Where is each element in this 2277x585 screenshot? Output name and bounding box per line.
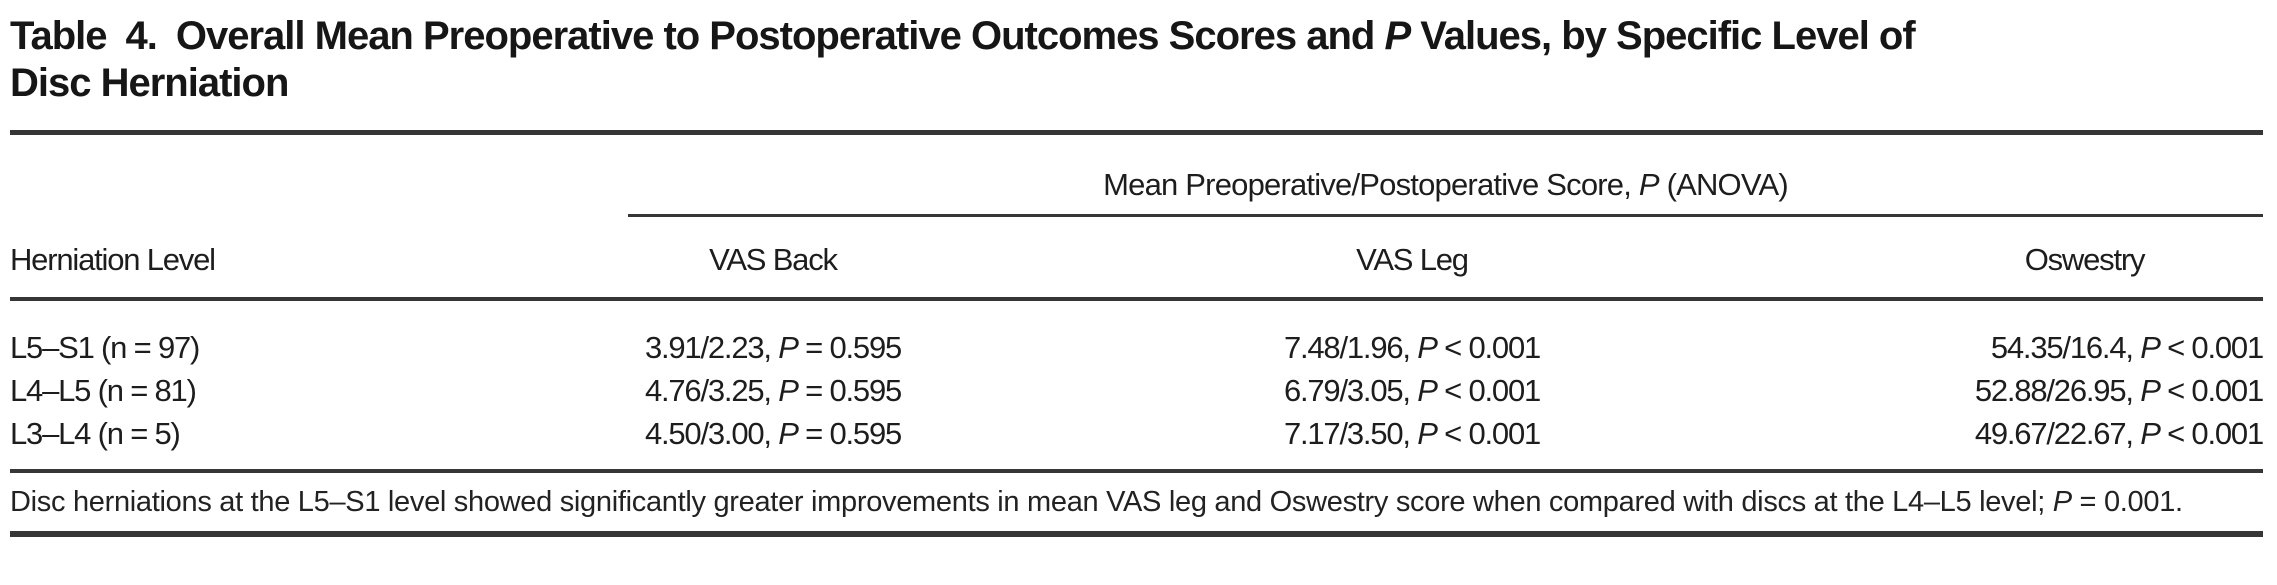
cell-oswestry: 49.67/22.67, P < 0.001: [1974, 416, 2264, 451]
spanner-rule: [628, 214, 2263, 217]
cell-vas-leg: 7.48/1.96, P < 0.001: [1283, 330, 1541, 365]
column-header-row: Herniation Level VAS Back VAS Leg Oswest…: [10, 217, 2263, 297]
cell-herniation-level: L4–L5 (n = 81): [10, 373, 197, 408]
cell-oswestry: 52.88/26.95, P < 0.001: [1974, 373, 2264, 408]
cell-herniation-level: L5–S1 (n = 97): [10, 330, 200, 365]
table-top-rule: [10, 130, 2263, 135]
cell-vas-back: 4.50/3.00, P = 0.595: [644, 416, 902, 451]
header-bottom-rule: [10, 297, 2263, 301]
spanner-header-row: Mean Preoperative/Postoperative Score, P…: [10, 135, 2263, 217]
col-header-oswestry: Oswestry: [2024, 242, 2146, 277]
cell-vas-leg: 7.17/3.50, P < 0.001: [1283, 416, 1541, 451]
table-footnote: Disc herniations at the L5–S1 level show…: [10, 486, 2183, 518]
table-row-l3-l4: L3–L4 (n = 5) 4.50/3.00, P = 0.595 7.17/…: [10, 412, 2264, 455]
cell-vas-leg: 6.79/3.05, P < 0.001: [1283, 373, 1541, 408]
cell-herniation-level: L3–L4 (n = 5): [10, 416, 181, 451]
cell-vas-back: 4.76/3.25, P = 0.595: [644, 373, 902, 408]
col-header-vas-back: VAS Back: [709, 242, 838, 277]
table-title-line2: Disc Herniation: [10, 61, 289, 105]
footnote-top-rule: [10, 469, 2263, 473]
col-header-herniation-level: Herniation Level: [10, 242, 216, 277]
table-bottom-rule: [10, 531, 2263, 537]
cell-oswestry: 54.35/16.4, P < 0.001: [1990, 330, 2264, 365]
table-title-line1: Table 4. Overall Mean Preoperative to Po…: [10, 14, 1916, 58]
table-title: Table 4. Overall Mean Preoperative to Po…: [10, 13, 2263, 107]
table-row-l5-s1: L5–S1 (n = 97) 3.91/2.23, P = 0.595 7.48…: [10, 326, 2264, 369]
spanner-header-label: Mean Preoperative/Postoperative Score, P…: [1103, 167, 1789, 202]
table-body: L5–S1 (n = 97) 3.91/2.23, P = 0.595 7.48…: [10, 301, 2264, 469]
cell-vas-back: 3.91/2.23, P = 0.595: [644, 330, 902, 365]
table-row-l4-l5: L4–L5 (n = 81) 4.76/3.25, P = 0.595 6.79…: [10, 369, 2264, 412]
spanner-header-cell: Mean Preoperative/Postoperative Score, P…: [628, 135, 2263, 214]
col-header-vas-leg: VAS Leg: [1356, 242, 1469, 277]
